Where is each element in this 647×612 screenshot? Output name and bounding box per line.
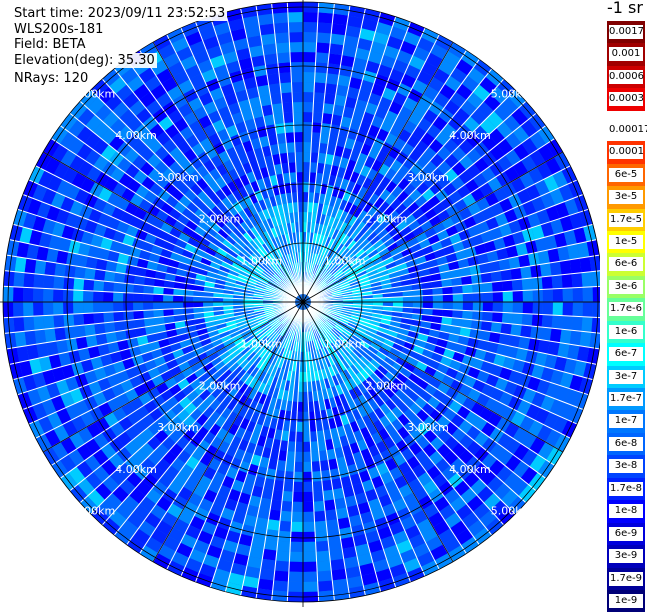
colorbar-level: 0.00017: [607, 118, 647, 142]
colorbar-level-label: 3e-8: [609, 459, 643, 474]
range-ring-label: 4.00km: [449, 129, 491, 142]
colorbar-level-label: 1e-6: [609, 324, 643, 339]
colorbar-level-label: 6e-9: [609, 526, 643, 541]
colorbar-level-label: 3e-9: [609, 549, 643, 564]
instrument-label: WLS200s-181: [12, 22, 106, 37]
colorbar-level-label: 0.0001: [609, 145, 644, 160]
colorbar-level-label: 1.7e-7: [609, 392, 643, 406]
range-ring-label: 3.00km: [407, 421, 449, 434]
colorbar-level: 1.7e-9: [607, 567, 645, 590]
colorbar-level-label: 1.7e-6: [609, 302, 643, 317]
colorbar-level-label: 6e-8: [609, 436, 643, 451]
range-ring-label: 1.00km: [324, 254, 366, 267]
colorbar-level-label: 0.001: [609, 47, 643, 62]
colorbar-level: 1.7e-5: [607, 208, 645, 231]
range-ring-label: 2.00km: [366, 379, 408, 392]
start-time-label: Start time: 2023/09/11 23:52:53: [12, 6, 228, 21]
colorbar-level: 6e-5: [607, 163, 645, 187]
colorbar-level: 1e-5: [607, 230, 645, 254]
colorbar-level: 6e-9: [607, 522, 645, 546]
colorbar: 0.0017 0.001 0.0006 0.0003 0.00017 0.0001 6e-5…: [607, 21, 647, 612]
colorbar-level-label: 1e-7: [609, 414, 643, 429]
colorbar-title: -1 sr: [607, 0, 643, 17]
colorbar-level: 0.0003: [607, 88, 645, 111]
colorbar-level-label: 3e-7: [609, 369, 643, 384]
colorbar-level-label: 0.0003: [609, 92, 644, 107]
colorbar-level-label: 1.7e-5: [609, 212, 643, 227]
range-ring-label: 4.00km: [115, 463, 157, 476]
range-ring-label: 5.00km: [491, 87, 533, 100]
colorbar-level: 6e-8: [607, 432, 645, 456]
colorbar-level: 1e-6: [607, 320, 645, 344]
colorbar-level-label: 1.7e-8: [609, 481, 643, 496]
colorbar-level: 3e-5: [607, 186, 645, 209]
colorbar-level: 0.001: [607, 43, 645, 66]
colorbar-level: 1.7e-6: [607, 298, 645, 321]
colorbar-level-label: 1e-5: [609, 234, 643, 249]
range-ring-label: 2.00km: [199, 379, 241, 392]
range-ring-label: 3.00km: [157, 171, 199, 184]
nrays-label: NRays: 120: [12, 71, 91, 86]
range-ring-label: 3.00km: [157, 421, 199, 434]
colorbar-gap: [607, 110, 645, 119]
colorbar-level: 1e-7: [607, 410, 645, 433]
radar-center-marker: [297, 296, 309, 308]
ppi-scan-plot: 1.00km 1.00km 1.00km 1.00km 2.00km 2.00km 2.00…: [0, 0, 600, 607]
range-ring-label: 1.00km: [241, 338, 283, 351]
colorbar-level-label: 1e-8: [609, 504, 643, 519]
colorbar-level: 1e-9: [607, 589, 645, 612]
colorbar-level-label: 0.0017: [609, 25, 644, 39]
range-ring-label: 5.00km: [491, 505, 533, 518]
range-ring-label: 3.00km: [407, 171, 449, 184]
range-ring-label: 1.00km: [324, 338, 366, 351]
colorbar-level-label: 3e-5: [609, 190, 643, 205]
field-label: Field: BETA: [12, 37, 88, 52]
colorbar-level-label: 6e-6: [609, 257, 643, 272]
range-ring-label: 2.00km: [199, 213, 241, 226]
colorbar-level-label: 1.7e-9: [609, 571, 643, 586]
colorbar-level: 0.0006: [607, 65, 645, 89]
colorbar-level: 0.0001: [607, 141, 645, 164]
range-ring-label: 2.00km: [366, 213, 408, 226]
colorbar-level: 3e-9: [607, 545, 645, 568]
colorbar-level-label: 6e-5: [609, 167, 643, 182]
colorbar-level-label: 6e-7: [609, 347, 643, 362]
colorbar-level: 1e-8: [607, 500, 645, 523]
colorbar-level-label: 1e-9: [609, 593, 643, 608]
colorbar-level-label: 0.0006: [609, 69, 644, 84]
colorbar-level: 1.7e-8: [607, 477, 645, 501]
colorbar-level: 6e-6: [607, 253, 645, 276]
colorbar-level: 3e-8: [607, 455, 645, 478]
range-ring-label: 5.00km: [74, 505, 116, 518]
range-ring-label: 1.00km: [241, 254, 283, 267]
colorbar-level: 3e-7: [607, 365, 645, 388]
colorbar-level: 1.7e-7: [607, 388, 645, 411]
range-ring-label: 5.00km: [74, 87, 116, 100]
colorbar-level-label: 0.00017: [609, 122, 647, 137]
colorbar-level: 0.0017: [607, 21, 645, 44]
elevation-label: Elevation(deg): 35.30: [12, 53, 157, 68]
range-ring-label: 4.00km: [449, 463, 491, 476]
colorbar-level: 6e-7: [607, 343, 645, 366]
range-ring-label: 4.00km: [115, 129, 157, 142]
colorbar-level: 3e-6: [607, 275, 645, 299]
colorbar-level-label: 3e-6: [609, 279, 643, 294]
